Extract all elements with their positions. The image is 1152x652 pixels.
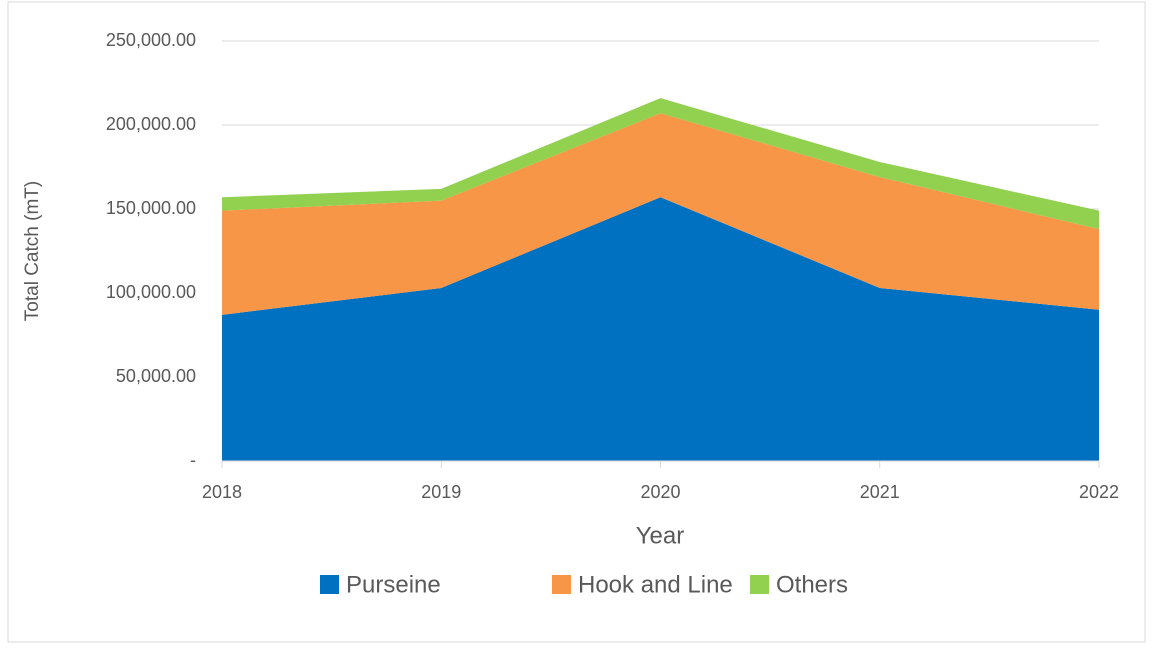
area	[222, 98, 1099, 230]
y-tick-label: 50,000.00	[116, 366, 196, 386]
legend-label: Others	[776, 571, 848, 598]
x-tick-label: 2022	[1079, 482, 1119, 502]
legend-label: Purseine	[346, 571, 441, 598]
area	[222, 113, 1099, 315]
y-tick-label: -	[190, 450, 196, 470]
y-tick-label: 150,000.00	[106, 198, 196, 218]
y-tick-label: 250,000.00	[106, 30, 196, 50]
y-axis-title: Total Catch (mT)	[22, 181, 43, 321]
legend-swatch	[552, 575, 571, 594]
x-tick-label: 2020	[640, 482, 680, 502]
area	[222, 197, 1099, 462]
legend-swatch	[320, 575, 339, 594]
x-tick-label: 2018	[202, 482, 242, 502]
x-tick-label: 2021	[860, 482, 900, 502]
areas	[222, 98, 1099, 462]
legend-label: Hook and Line	[578, 571, 733, 598]
y-tick-label: 100,000.00	[106, 282, 196, 302]
legend-swatch	[750, 575, 769, 594]
x-tick-label: 2019	[421, 482, 461, 502]
legend: Purseine Hook and Line Others	[320, 571, 848, 598]
x-axis-title: Year	[636, 522, 685, 549]
axes: - 50,000.00 100,000.00 150,000.00 200,000.00…	[106, 30, 1119, 502]
y-tick-label: 200,000.00	[106, 114, 196, 134]
